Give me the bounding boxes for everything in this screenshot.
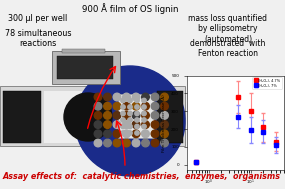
Circle shape — [94, 121, 102, 128]
Circle shape — [132, 121, 140, 128]
Circle shape — [123, 93, 130, 101]
Circle shape — [161, 139, 168, 147]
Circle shape — [121, 118, 125, 122]
Circle shape — [132, 112, 140, 119]
Text: mass loss quantified
by ellipsometry
(automated): mass loss quantified by ellipsometry (au… — [188, 14, 268, 44]
Circle shape — [142, 112, 149, 119]
Circle shape — [135, 118, 139, 122]
Circle shape — [121, 111, 125, 116]
Circle shape — [142, 111, 146, 116]
Circle shape — [142, 105, 146, 109]
Text: 300 μl per well: 300 μl per well — [8, 14, 68, 23]
Circle shape — [94, 139, 102, 147]
Circle shape — [104, 121, 111, 128]
Circle shape — [128, 111, 132, 116]
Circle shape — [135, 124, 139, 129]
Circle shape — [135, 111, 139, 116]
Y-axis label: Film Thickness Decrease (Å): Film Thickness Decrease (Å) — [162, 94, 166, 152]
Circle shape — [94, 102, 102, 110]
Circle shape — [64, 93, 112, 141]
Text: demonstrated  with
Fenton reaction: demonstrated with Fenton reaction — [190, 39, 266, 58]
Circle shape — [151, 102, 159, 110]
Circle shape — [123, 102, 130, 110]
Circle shape — [132, 102, 140, 110]
Circle shape — [128, 105, 132, 109]
Circle shape — [151, 93, 159, 101]
Circle shape — [142, 131, 146, 135]
Circle shape — [113, 112, 121, 119]
Circle shape — [104, 93, 111, 101]
Circle shape — [94, 130, 102, 138]
FancyBboxPatch shape — [3, 91, 41, 143]
Circle shape — [161, 121, 168, 128]
Circle shape — [135, 131, 139, 135]
Circle shape — [123, 112, 130, 119]
Circle shape — [142, 139, 149, 147]
Circle shape — [135, 98, 139, 103]
FancyBboxPatch shape — [118, 94, 154, 138]
Circle shape — [121, 105, 125, 109]
Legend: (H₂O₂), 4.7%, (H₂O₂), 7%: (H₂O₂), 4.7%, (H₂O₂), 7% — [253, 77, 282, 89]
Circle shape — [151, 139, 159, 147]
Circle shape — [128, 98, 132, 103]
FancyBboxPatch shape — [52, 51, 120, 84]
Circle shape — [161, 102, 168, 110]
Circle shape — [151, 112, 159, 119]
Circle shape — [113, 102, 121, 110]
Circle shape — [123, 121, 130, 128]
FancyBboxPatch shape — [62, 49, 105, 53]
Circle shape — [161, 130, 168, 138]
Circle shape — [113, 130, 121, 138]
FancyBboxPatch shape — [157, 91, 183, 143]
Circle shape — [128, 118, 132, 122]
Text: 900 Å film of OS lignin: 900 Å film of OS lignin — [82, 3, 178, 14]
Circle shape — [151, 121, 159, 128]
Circle shape — [161, 112, 168, 119]
FancyBboxPatch shape — [57, 56, 113, 79]
Circle shape — [142, 118, 146, 122]
Circle shape — [142, 98, 146, 103]
Circle shape — [142, 93, 149, 101]
Circle shape — [132, 139, 140, 147]
Circle shape — [113, 121, 121, 128]
Circle shape — [104, 112, 111, 119]
Circle shape — [113, 93, 121, 101]
Circle shape — [132, 130, 140, 138]
Text: Assay effects of:  catalytic chemistries,  enzymes,  organisms: Assay effects of: catalytic chemistries,… — [3, 172, 281, 181]
Circle shape — [104, 102, 111, 110]
Circle shape — [151, 130, 159, 138]
Circle shape — [104, 130, 111, 138]
Circle shape — [135, 105, 139, 109]
Text: 78 simultaneous
reactions: 78 simultaneous reactions — [5, 29, 71, 48]
Circle shape — [104, 139, 111, 147]
Circle shape — [161, 93, 168, 101]
Circle shape — [128, 124, 132, 129]
Circle shape — [121, 131, 125, 135]
Circle shape — [132, 93, 140, 101]
Circle shape — [123, 139, 130, 147]
Circle shape — [113, 139, 121, 147]
Circle shape — [142, 121, 149, 128]
Circle shape — [121, 98, 125, 103]
Circle shape — [121, 124, 125, 129]
Circle shape — [123, 130, 130, 138]
Circle shape — [128, 131, 132, 135]
Circle shape — [142, 124, 146, 129]
FancyBboxPatch shape — [0, 86, 185, 146]
Circle shape — [94, 112, 102, 119]
Circle shape — [142, 102, 149, 110]
Circle shape — [94, 93, 102, 101]
Circle shape — [142, 130, 149, 138]
FancyBboxPatch shape — [44, 91, 82, 143]
Circle shape — [75, 66, 185, 176]
